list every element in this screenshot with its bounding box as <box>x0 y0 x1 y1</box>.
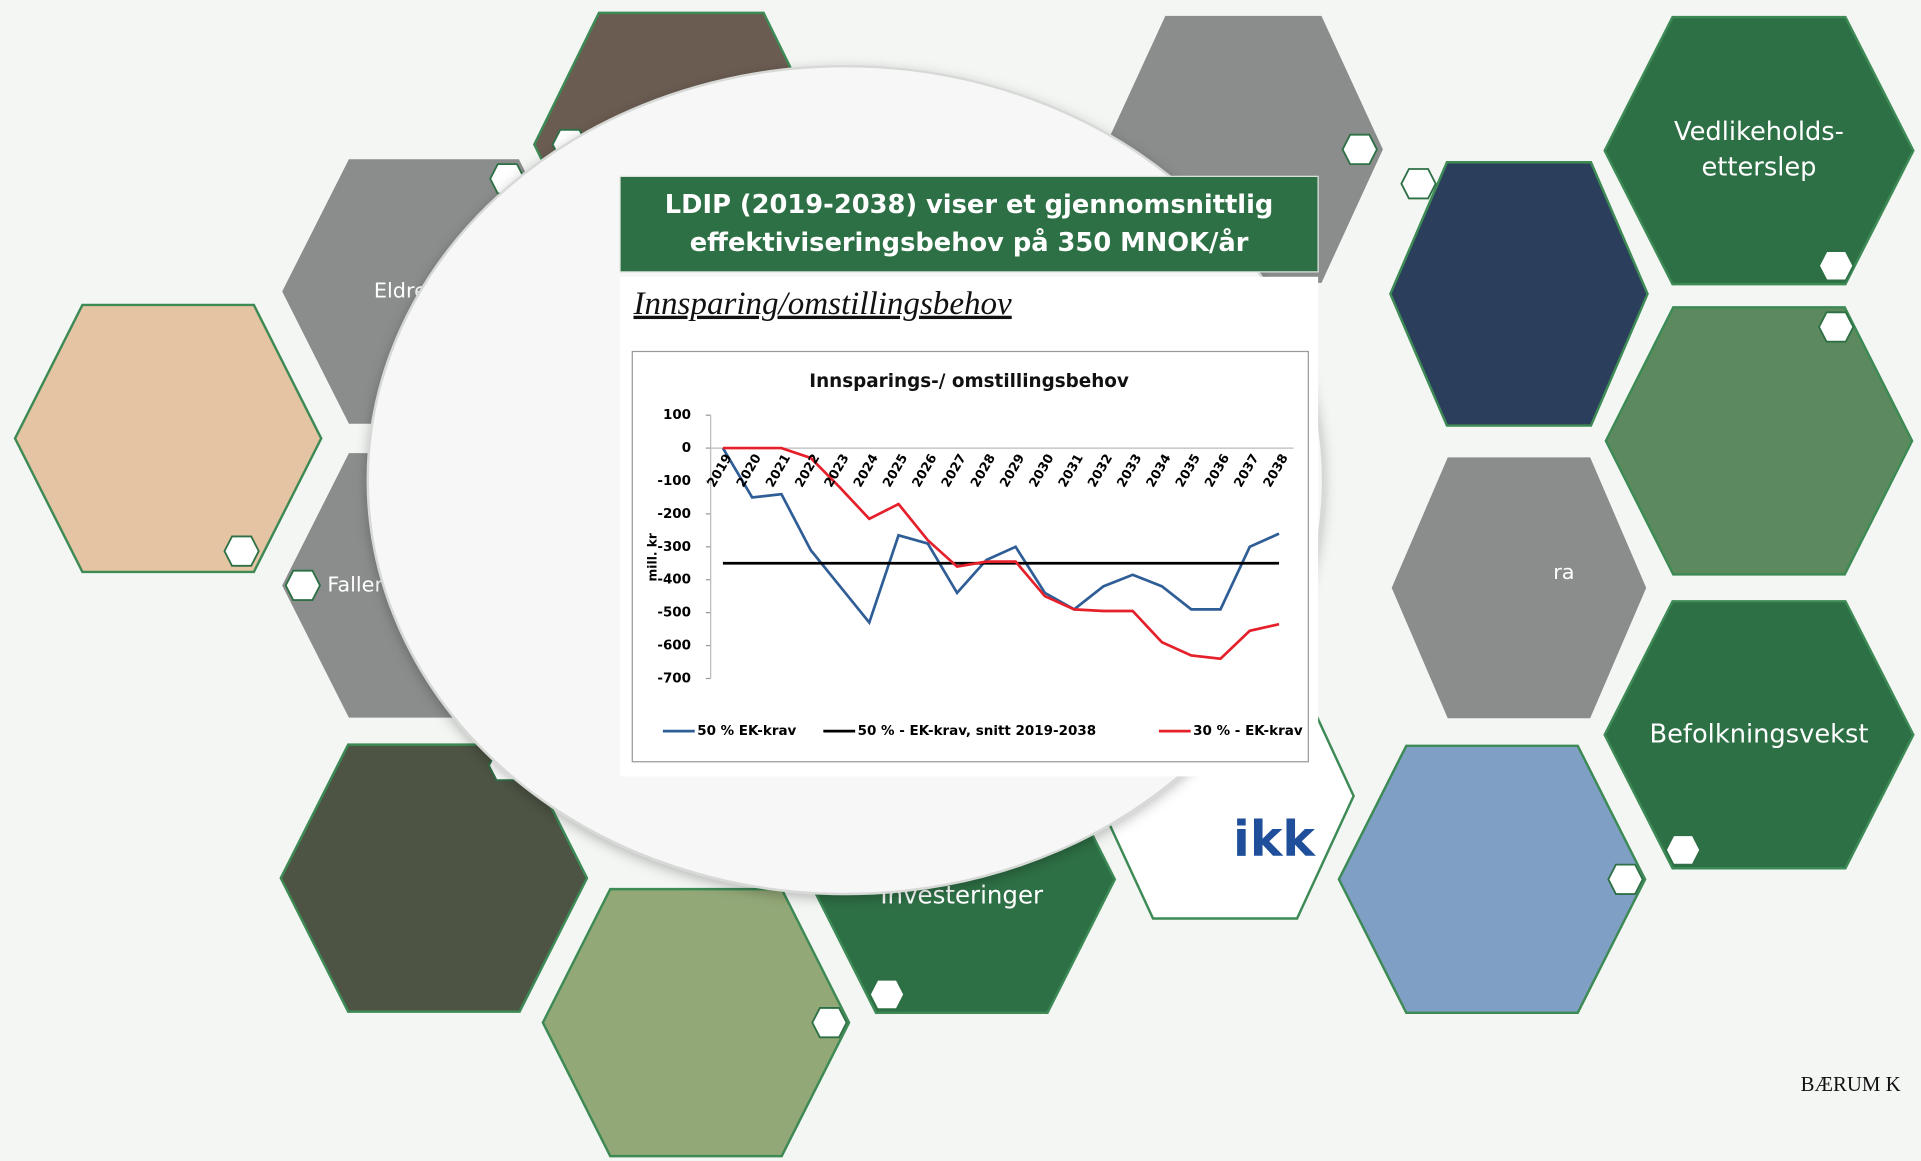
y-tick-label: -500 <box>657 605 691 621</box>
y-tick-label: -100 <box>657 473 691 489</box>
hexagon <box>1337 744 1647 1015</box>
badge <box>1341 133 1378 166</box>
badge <box>868 978 906 1011</box>
badge <box>284 569 322 602</box>
logo-text: ikk <box>1233 811 1316 868</box>
badge <box>1607 863 1644 895</box>
hexagon <box>1389 161 1649 427</box>
series-line <box>722 446 1280 661</box>
hex-label: Faller <box>327 572 383 596</box>
chart-frame <box>631 350 1309 763</box>
title-box <box>619 175 1319 273</box>
hexagon <box>1389 454 1649 721</box>
hex-label: ra <box>1553 560 1574 584</box>
badge <box>1664 834 1702 866</box>
y-tick-label: -700 <box>657 670 691 686</box>
legend-label: 50 % EK-krav <box>697 723 796 739</box>
badge <box>1817 311 1855 343</box>
badge <box>223 535 260 567</box>
hexagon <box>541 887 851 1158</box>
y-tick-label: -200 <box>657 506 691 522</box>
legend-label: 50 % - EK-krav, snitt 2019-2038 <box>858 723 1096 739</box>
y-tick-label: 100 <box>663 407 691 423</box>
footer: BÆRUM K <box>1801 1072 1901 1096</box>
y-tick-label: -600 <box>657 638 691 654</box>
hexagon <box>1604 306 1914 576</box>
hexagon <box>1603 600 1915 870</box>
badge <box>1400 168 1437 200</box>
y-axis-label: mill. kr <box>646 533 660 581</box>
badge <box>1817 250 1855 282</box>
hex-label: Vedlikeholds- <box>1674 117 1844 147</box>
y-tick-label: 0 <box>682 440 691 456</box>
y-tick-label: -300 <box>657 539 691 555</box>
subheading: Innsparing/omstillingsbehov <box>633 286 1013 322</box>
hex-label: etterslep <box>1701 152 1816 182</box>
badge <box>811 1006 848 1039</box>
hexagon <box>279 743 589 1013</box>
series-line <box>721 447 1280 626</box>
box-title: LDIP (2019-2038) viser et gjennomsnittli… <box>665 190 1274 220</box>
box-title: effektiviseringsbehov på 350 MNOK/år <box>690 226 1249 258</box>
hex-label: Befolkningsvekst <box>1649 719 1868 749</box>
legend-label: 30 % - EK-krav <box>1193 723 1303 739</box>
y-tick-label: -400 <box>657 572 691 588</box>
hexagon <box>1603 15 1915 286</box>
hexagon <box>13 303 323 574</box>
chart-title: Innsparings-/ omstillingsbehov <box>809 371 1129 392</box>
